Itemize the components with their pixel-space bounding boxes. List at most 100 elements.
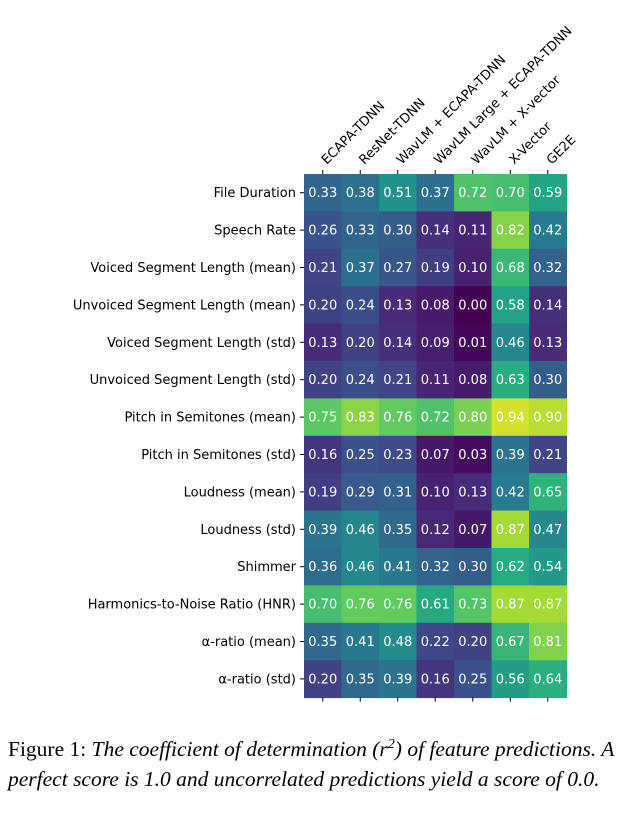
heatmap-cell (416, 211, 455, 250)
heatmap-cell (529, 174, 567, 212)
cell-value-label: 0.59 (533, 186, 562, 201)
cell-value-label: 0.32 (421, 560, 450, 575)
heatmap-cell (491, 548, 530, 586)
heatmap-cell (491, 398, 530, 437)
cell-value-label: 0.37 (346, 261, 375, 276)
heatmap-cell (529, 473, 567, 512)
heatmap-cell (454, 398, 492, 437)
heatmap-cell (454, 660, 492, 699)
heatmap-cell (491, 473, 530, 512)
heatmap-cell (454, 548, 492, 586)
heatmap-cell (416, 473, 455, 512)
row-tick-label: Voiced Segment Length (std) (107, 336, 296, 351)
cell-value-label: 0.09 (421, 336, 450, 351)
heatmap-cell (491, 174, 530, 212)
cell-value-label: 0.21 (308, 261, 337, 276)
heatmap-cell (379, 248, 417, 287)
cell-value-label: 0.65 (533, 485, 562, 500)
row-tick-label: Voiced Segment Length (mean) (90, 261, 296, 276)
cell-value-label: 0.20 (308, 373, 337, 388)
cell-value-label: 0.30 (458, 560, 487, 575)
cell-value-label: 0.13 (458, 485, 487, 500)
cell-value-label: 0.83 (346, 411, 375, 426)
heatmap-cell (454, 174, 492, 212)
cell-value-label: 0.62 (496, 560, 525, 575)
cell-value-label: 0.24 (346, 298, 375, 313)
heatmap-cell (529, 585, 567, 624)
heatmap-cells (304, 174, 567, 699)
cell-value-label: 0.11 (421, 373, 450, 388)
heatmap-cell (304, 548, 342, 586)
cell-value-label: 0.21 (383, 373, 412, 388)
cell-value-label: 0.87 (533, 598, 562, 613)
cell-value-label: 0.14 (421, 224, 450, 239)
cell-value-label: 0.16 (308, 448, 337, 463)
cell-value-label: 0.76 (346, 598, 375, 613)
heatmap-cell (454, 622, 492, 661)
cell-value-label: 0.76 (383, 598, 412, 613)
heatmap-cell (341, 323, 380, 362)
cell-value-label: 0.03 (458, 448, 487, 463)
heatmap-cell (454, 211, 492, 250)
cell-value-label: 0.39 (308, 523, 337, 538)
cell-value-label: 0.10 (458, 261, 487, 276)
heatmap-cell (529, 211, 567, 250)
caption-text-end: ) of feature predictions. A perfect scor… (8, 737, 614, 792)
caption-label: Figure 1: (8, 737, 87, 762)
heatmap-cell (379, 286, 417, 325)
heatmap-cell (416, 622, 455, 661)
heatmap-cell (454, 510, 492, 549)
cell-value-label: 0.08 (458, 373, 487, 388)
cell-value-label: 0.31 (383, 485, 412, 500)
heatmap-cell (529, 510, 567, 549)
heatmap-cell (416, 510, 455, 549)
cell-value-label: 0.76 (383, 411, 412, 426)
cell-value-label: 0.08 (421, 298, 450, 313)
heatmap-cell (379, 211, 417, 250)
row-tick-label: Speech Rate (214, 224, 296, 239)
heatmap-cell (341, 211, 380, 250)
row-tick-label: Loudness (std) (200, 523, 296, 538)
cell-value-label: 0.20 (308, 298, 337, 313)
cell-value-label: 0.42 (533, 224, 562, 239)
heatmap-cell (379, 473, 417, 512)
caption-superscript: 2 (387, 737, 395, 752)
heatmap-cell (454, 361, 492, 399)
cell-value-label: 0.47 (533, 523, 562, 538)
heatmap-cell (304, 398, 342, 437)
cell-value-label: 0.13 (383, 298, 412, 313)
heatmap-cell (416, 435, 455, 474)
heatmap-chart: 0.33 0.38 0.51 0.37 0.72 0.70 0.59 0.26 0.33 0.30… (73, 24, 579, 702)
heatmap-cell (304, 323, 342, 362)
heatmap-cell (341, 660, 380, 699)
cell-value-label: 0.41 (383, 560, 412, 575)
heatmap-cell (454, 286, 492, 325)
heatmap-cell (529, 398, 567, 437)
heatmap-cell (341, 473, 380, 512)
heatmap-cell (491, 211, 530, 250)
cell-value-label: 0.51 (383, 186, 412, 201)
row-tick-label: Unvoiced Segment Length (std) (90, 373, 296, 388)
heatmap-cell (341, 174, 380, 212)
row-tick-label: File Duration (214, 186, 296, 201)
heatmap-cell (341, 548, 380, 586)
cell-value-label: 0.14 (533, 298, 562, 313)
heatmap-cell (529, 286, 567, 325)
cell-value-label: 0.25 (346, 448, 375, 463)
cell-value-label: 0.38 (346, 186, 375, 201)
heatmap-cell (379, 398, 417, 437)
cell-value-label: 0.56 (496, 672, 525, 687)
heatmap-cell (341, 435, 380, 474)
cell-value-label: 0.70 (496, 186, 525, 201)
heatmap-cell (416, 660, 455, 699)
cell-value-label: 0.32 (533, 261, 562, 276)
heatmap-cell (491, 622, 530, 661)
cell-value-label: 0.19 (308, 485, 337, 500)
cell-value-label: 0.00 (458, 298, 487, 313)
heatmap-cell (454, 248, 492, 287)
heatmap-cell (416, 398, 455, 437)
cell-value-label: 0.54 (533, 560, 562, 575)
cell-value-label: 0.29 (346, 485, 375, 500)
cell-value-label: 0.87 (496, 598, 525, 613)
cell-value-label: 0.41 (346, 635, 375, 650)
